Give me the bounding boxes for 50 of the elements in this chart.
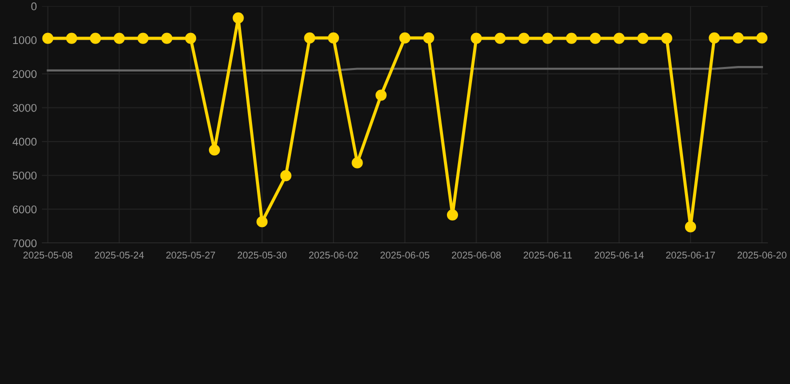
point: [756, 32, 768, 44]
point: [66, 32, 78, 44]
point: [732, 32, 744, 44]
x-tick-label: 2025-06-08: [452, 252, 501, 259]
point: [185, 32, 196, 44]
point: [208, 144, 220, 156]
point: [232, 12, 244, 24]
point: [280, 170, 292, 182]
y-tick-label: 3000: [12, 104, 37, 112]
point: [590, 32, 601, 44]
point: [494, 32, 506, 44]
x-tick-label: 2025-05-24: [94, 252, 144, 259]
point: [304, 32, 316, 44]
point: [708, 32, 720, 44]
point: [42, 32, 54, 44]
point: [470, 32, 482, 44]
point: [328, 32, 340, 44]
point: [376, 90, 387, 101]
point: [614, 32, 625, 44]
y-tick-label: 5000: [12, 172, 37, 180]
point: [446, 209, 458, 221]
x-tick-label: 2025-06-11: [524, 252, 572, 259]
x-tick-label: 2025-06-20: [738, 252, 786, 259]
point: [256, 216, 268, 228]
x-tick-label: 2025-05-27: [166, 252, 216, 259]
point: [637, 32, 648, 44]
y-tick-label: 7000: [12, 239, 37, 248]
x-tick-label: 2025-06-17: [666, 252, 715, 259]
point: [90, 32, 101, 44]
point: [423, 32, 434, 44]
y-tick-label: 1000: [13, 36, 37, 44]
point: [684, 221, 696, 232]
point: [352, 157, 363, 168]
point: [114, 32, 125, 44]
point: [399, 32, 410, 44]
y-tick-label: 6000: [12, 205, 37, 214]
y-tick-label: 4000: [12, 138, 37, 146]
x-tick-label: 2025-05-08: [23, 252, 72, 259]
y-tick-label: 2000: [12, 70, 37, 78]
point: [542, 32, 554, 44]
point: [566, 32, 578, 44]
point: [661, 32, 672, 44]
x-tick-label: 2025-05-30: [238, 252, 287, 259]
x-tick-label: 2025-06-05: [380, 252, 430, 259]
point: [137, 32, 149, 44]
x-tick-label: 2025-06-14: [594, 252, 644, 259]
y-tick-label: 0: [31, 2, 37, 10]
point: [161, 32, 172, 44]
point: [518, 32, 530, 44]
x-tick-label: 2025-06-02: [309, 252, 358, 259]
